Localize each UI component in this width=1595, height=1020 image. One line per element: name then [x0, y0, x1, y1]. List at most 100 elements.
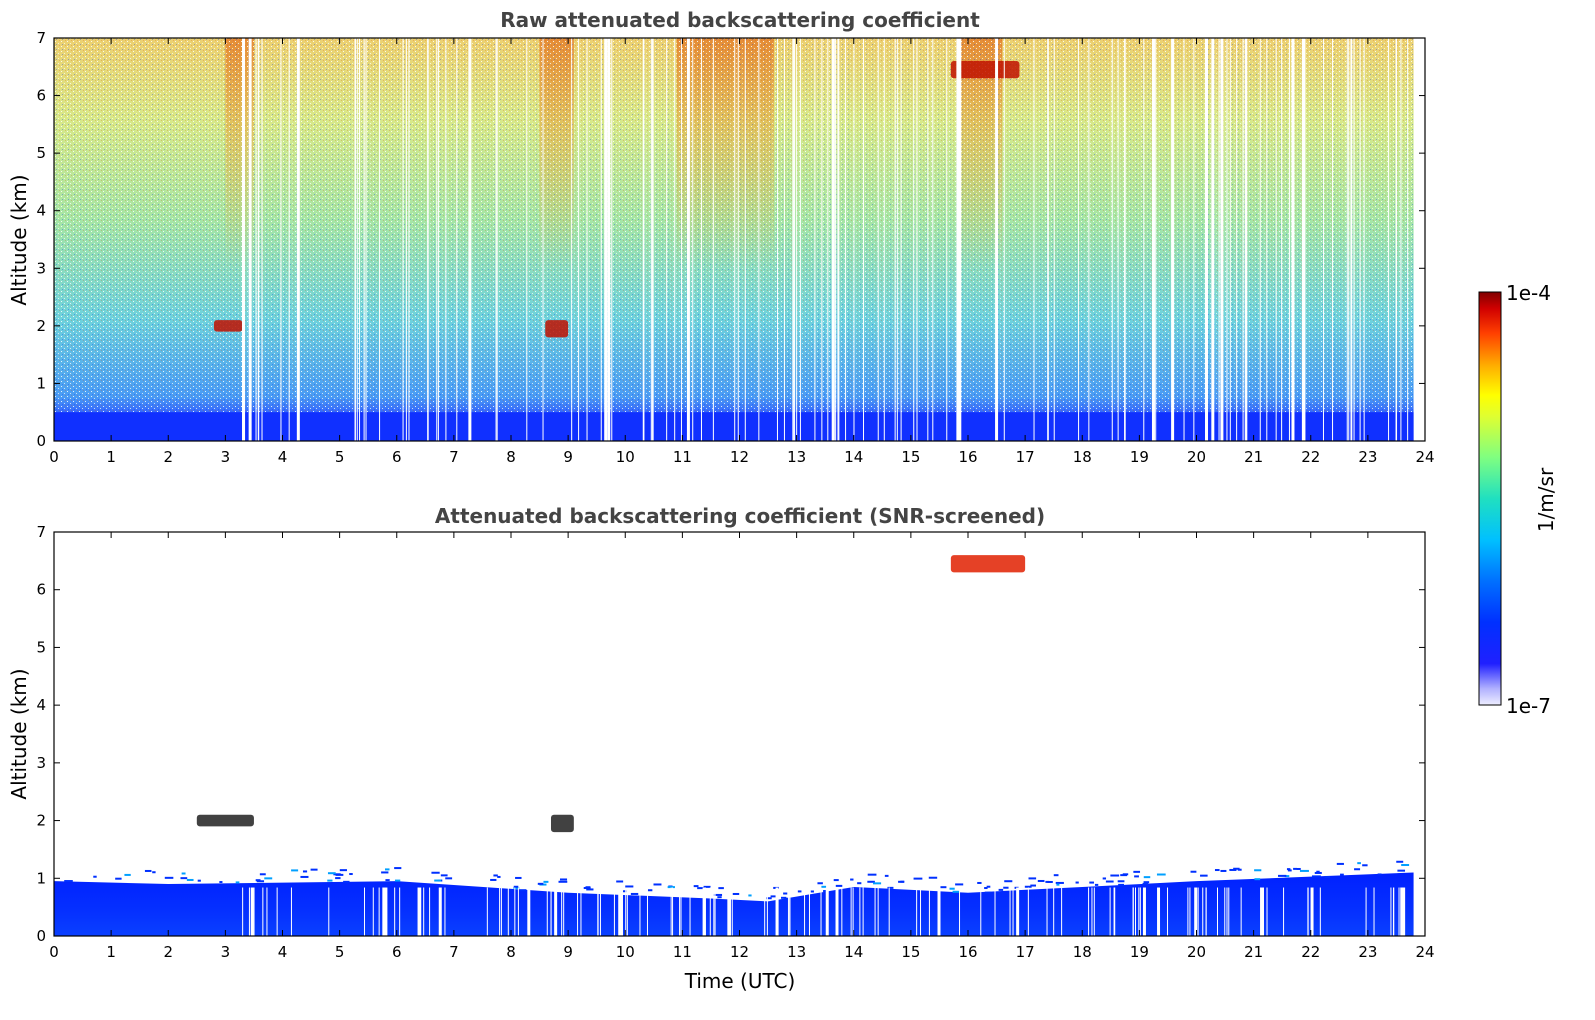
boundary-fleck — [1118, 883, 1124, 886]
x-tick-label: 10 — [616, 448, 635, 466]
boundary-fleck — [1143, 876, 1151, 879]
boundary-fleck — [1286, 868, 1291, 871]
boundary-fleck — [515, 876, 522, 879]
boundary-fleck — [493, 874, 498, 877]
raw-backscatter-heatmap — [54, 38, 1414, 441]
boundary-fleck — [1324, 875, 1331, 878]
boundary-fleck — [884, 874, 889, 877]
boundary-fleck — [766, 897, 772, 900]
x-tick-label: 2 — [163, 448, 173, 466]
boundary-fleck — [1134, 875, 1139, 878]
boundary-fleck — [519, 889, 527, 892]
boundary-fleck — [1142, 882, 1149, 885]
boundary-fleck — [823, 890, 827, 893]
boundary-fleck — [235, 881, 240, 884]
x-tick-label: 23 — [1358, 448, 1377, 466]
colorbar: 1e-4 1e-7 1/m/sr — [1478, 281, 1558, 718]
boundary-fleck — [1299, 869, 1309, 872]
boundary-fleck — [1110, 874, 1120, 877]
boundary-fleck — [693, 885, 699, 888]
boundary-fleck — [984, 891, 991, 894]
x-tick-label: 11 — [673, 448, 692, 466]
y-tick-label: 4 — [36, 202, 46, 220]
boundary-fleck — [537, 882, 544, 885]
boundary-layer — [54, 872, 1414, 936]
boundary-fleck — [300, 875, 309, 878]
boundary-fleck — [343, 880, 350, 883]
boundary-fleck — [872, 882, 882, 885]
boundary-fleck — [833, 879, 839, 882]
colorbar-unit-label: 1/m/sr — [1534, 467, 1558, 532]
boundary-fleck — [1003, 886, 1009, 889]
boundary-fleck — [434, 879, 442, 882]
boundary-fleck — [1362, 864, 1368, 867]
x-tick-label: 15 — [901, 943, 920, 961]
boundary-fleck — [1117, 880, 1125, 883]
y-tick-label: 3 — [36, 754, 46, 772]
y-tick-label: 4 — [36, 696, 46, 714]
boundary-fleck — [1396, 860, 1404, 863]
y-tick-label: 6 — [36, 581, 46, 599]
boundary-fleck — [952, 890, 960, 893]
y-tick-label: 2 — [36, 317, 46, 335]
boundary-fleck — [327, 872, 336, 875]
x-tick-label: 0 — [49, 943, 59, 961]
boundary-fleck — [835, 884, 843, 887]
boundary-fleck — [124, 873, 131, 876]
boundary-fleck — [490, 878, 497, 881]
boundary-fleck — [1229, 868, 1237, 871]
x-tick-label: 19 — [1130, 943, 1149, 961]
boundary-fleck — [543, 880, 549, 883]
boundary-fleck — [1030, 884, 1037, 887]
boundary-fleck — [1037, 879, 1045, 882]
x-tick-label: 24 — [1415, 943, 1434, 961]
boundary-fleck — [857, 882, 862, 885]
boundary-fleck — [1047, 880, 1053, 883]
boundary-fleck — [713, 893, 723, 896]
y-tick-label: 2 — [36, 812, 46, 830]
boundary-fleck — [394, 867, 402, 870]
boundary-fleck — [180, 877, 188, 880]
boundary-fleck — [310, 868, 318, 871]
boundary-fleck — [867, 880, 875, 883]
boundary-fleck — [440, 874, 448, 877]
boundary-fleck — [327, 879, 333, 882]
boundary-fleck — [1336, 862, 1344, 865]
snr-screened-panel: 0 1 2 3 4 5 6 7 8 9 10 11 12 13 14 15 16 17 18 19 20 21 22 23 24… — [7, 504, 1435, 993]
boundary-fleck — [431, 871, 440, 874]
x-tick-label: 8 — [506, 943, 516, 961]
x-tick-label: 2 — [163, 943, 173, 961]
x-tick-label: 20 — [1187, 943, 1206, 961]
boundary-fleck — [445, 877, 453, 880]
boundary-fleck — [977, 881, 982, 884]
boundary-fleck — [144, 869, 152, 872]
x-tick-label: 3 — [221, 448, 231, 466]
cloud-feature — [196, 814, 254, 827]
x-tick-label: 11 — [673, 943, 692, 961]
boundary-fleck — [259, 873, 266, 876]
y-tick-label: 7 — [36, 523, 46, 541]
x-tick-label: 13 — [787, 448, 806, 466]
x-tick-label: 9 — [563, 448, 573, 466]
x-tick-label: 6 — [392, 943, 402, 961]
boundary-fleck — [1156, 873, 1166, 876]
boundary-fleck — [558, 880, 568, 883]
boundary-fleck — [718, 887, 724, 890]
x-tick-label: 21 — [1244, 448, 1263, 466]
boundary-fleck — [653, 883, 662, 886]
boundary-fleck — [1357, 862, 1361, 865]
boundary-fleck — [1311, 875, 1321, 878]
x-tick-label: 13 — [787, 943, 806, 961]
cloud-feature — [550, 814, 574, 833]
boundary-fleck — [955, 883, 964, 886]
boundary-fleck — [1340, 873, 1344, 876]
x-tick-label: 21 — [1244, 943, 1263, 961]
y-tick-label: 0 — [36, 432, 46, 450]
boundary-fleck — [1024, 885, 1032, 888]
x-tick-label: 1 — [106, 943, 116, 961]
boundary-fleck — [821, 885, 827, 888]
boundary-fleck — [1055, 881, 1064, 884]
x-tick-label: 9 — [563, 943, 573, 961]
boundary-fleck — [630, 892, 639, 895]
boundary-fleck — [1214, 869, 1220, 872]
